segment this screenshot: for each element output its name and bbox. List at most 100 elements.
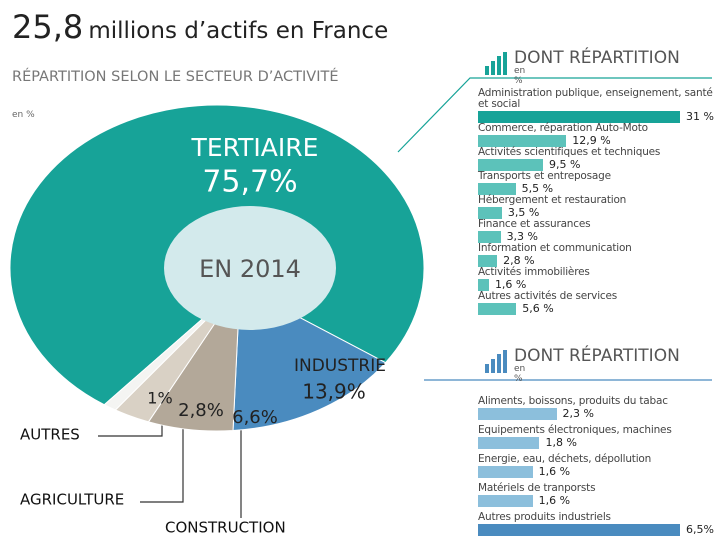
value-label: 31 % — [686, 110, 714, 123]
list-unit: en % — [514, 66, 526, 86]
bar-line: 6,5% — [478, 523, 714, 536]
bar-row: Transports et entreposage 5,5 % — [478, 171, 714, 195]
bar-line: 2,3 % — [478, 407, 714, 420]
bar-line: 1,6 % — [478, 494, 714, 507]
value-label: 1,8 % — [545, 436, 577, 449]
list-header: DONT RÉPARTITION en % — [484, 346, 680, 384]
list-unit: en % — [514, 364, 526, 384]
bar — [478, 158, 543, 171]
value-label: 9,5 % — [548, 158, 581, 171]
title-text: millions d’actifs en France — [88, 18, 389, 44]
bar-row: Administration publique, enseignement, s… — [478, 88, 714, 123]
bar-line: 1,6 % — [478, 465, 714, 478]
bar-label: Activités scientifiques et techniques — [478, 146, 661, 158]
bar-list: Aliments, boissons, produits du tabac 2,3… — [478, 396, 714, 541]
center-label: EN 2014 — [199, 255, 301, 283]
bar — [478, 302, 517, 315]
bar-line: 3,5 % — [478, 206, 714, 219]
bar-row: Autres activités de services 5,6 % — [478, 291, 714, 315]
pie-unit: en % — [12, 110, 35, 120]
bar — [478, 278, 489, 291]
bar — [478, 465, 533, 478]
value-label: 6,5% — [686, 523, 714, 536]
bar — [478, 134, 567, 147]
bar-row: Equipements électroniques, machines 1,8 % — [478, 425, 714, 449]
bar-line: 31 % — [478, 110, 714, 123]
bar-line: 2,8 % — [478, 254, 714, 267]
value-label: 1,6 % — [494, 278, 527, 291]
bar-line: 5,6 % — [478, 302, 714, 315]
bar-label: Energie, eau, déchets, dépollution — [478, 453, 652, 465]
bar-row: Hébergement et restauration 3,5 % — [478, 195, 714, 219]
bar-label: Transports et entreposage — [478, 170, 611, 182]
bar-icon — [485, 350, 507, 373]
bar-row: Autres produits industriels 6,5% — [478, 512, 714, 536]
bar-label: Administration publique, enseignement, s… — [478, 87, 713, 110]
bar — [478, 436, 540, 449]
donut-center — [164, 206, 336, 330]
slice-value: 6,6% — [232, 407, 278, 428]
slice-value: 13,9% — [302, 380, 366, 404]
bar — [478, 494, 533, 507]
value-label: 1,6 % — [538, 465, 571, 478]
bar-row: Energie, eau, déchets, dépollution 1,6 % — [478, 454, 714, 478]
slice-label: AGRICULTURE — [20, 491, 124, 509]
bar-row: Aliments, boissons, produits du tabac 2,3… — [478, 396, 714, 420]
bar-row: Information et communication 2,8 % — [478, 243, 714, 267]
bar-line: 1,8 % — [478, 436, 714, 449]
bar-line: 9,5 % — [478, 158, 714, 171]
slice-value: 2,8% — [178, 400, 224, 421]
bar-label: Activités immobilières — [478, 266, 590, 278]
bar — [478, 523, 681, 536]
value-label: 3,5 % — [507, 206, 540, 219]
value-label: 5,5 % — [521, 182, 554, 195]
bar — [478, 230, 501, 243]
bar-label: Information et communication — [478, 242, 632, 254]
value-label: 2,8 % — [503, 254, 535, 267]
value-label: 3,3 % — [506, 230, 539, 243]
list-header: DONT RÉPARTITION en % — [484, 48, 680, 86]
value-label: 5,6 % — [522, 302, 554, 315]
bar-label: Matériels de tranporsts — [478, 482, 596, 494]
bar-line: 5,5 % — [478, 182, 714, 195]
slice-label: AUTRES — [20, 426, 80, 444]
bar-icon — [485, 52, 507, 75]
slice-label: TERTIAIRE — [191, 133, 319, 162]
bar-label: Autres activités de services — [478, 290, 618, 302]
leader-line — [140, 420, 184, 503]
bar-line: 12,9 % — [478, 134, 714, 147]
value-label: 1,6 % — [538, 494, 571, 507]
list-title: DONT RÉPARTITION — [514, 346, 680, 366]
bar-label: Finance et assurances — [478, 218, 591, 230]
bar — [478, 110, 681, 123]
bar-row: Activités immobilières 1,6 % — [478, 267, 714, 291]
list-title: DONT RÉPARTITION — [514, 48, 680, 68]
bar-row: Matériels de tranporsts 1,6 % — [478, 483, 714, 507]
bar — [478, 182, 516, 195]
bar-label: Hébergement et restauration — [478, 194, 627, 206]
bar-line: 1,6 % — [478, 278, 714, 291]
slice-value: 1% — [147, 389, 172, 408]
value-label: 2,3 % — [562, 407, 594, 420]
slice-label: INDUSTRIE — [294, 356, 386, 376]
bar — [478, 254, 498, 267]
bar-label: Aliments, boissons, produits du tabac — [478, 395, 668, 407]
slice-value: 75,7% — [202, 165, 297, 200]
bar-line: 3,3 % — [478, 230, 714, 243]
bar-row: Finance et assurances 3,3 % — [478, 219, 714, 243]
slice-label: CONSTRUCTION — [165, 519, 286, 537]
bar-label: Equipements électroniques, machines — [478, 424, 672, 436]
bar — [478, 206, 502, 219]
pie-title: RÉPARTITION SELON LE SECTEUR D’ACTIVITÉ — [12, 69, 339, 85]
bar-label: Commerce, réparation Auto-Moto — [478, 122, 648, 134]
bar-label: Autres produits industriels — [478, 511, 611, 523]
bar-row: Activités scientifiques et techniques 9,5… — [478, 147, 714, 171]
bar-row: Commerce, réparation Auto-Moto 12,9 % — [478, 123, 714, 147]
main-title: 25,8 millions d’actifs en France — [12, 8, 388, 46]
bar — [478, 407, 557, 420]
value-label: 12,9 % — [572, 134, 611, 147]
connector — [397, 77, 712, 153]
bar-list: Administration publique, enseignement, s… — [478, 88, 714, 315]
